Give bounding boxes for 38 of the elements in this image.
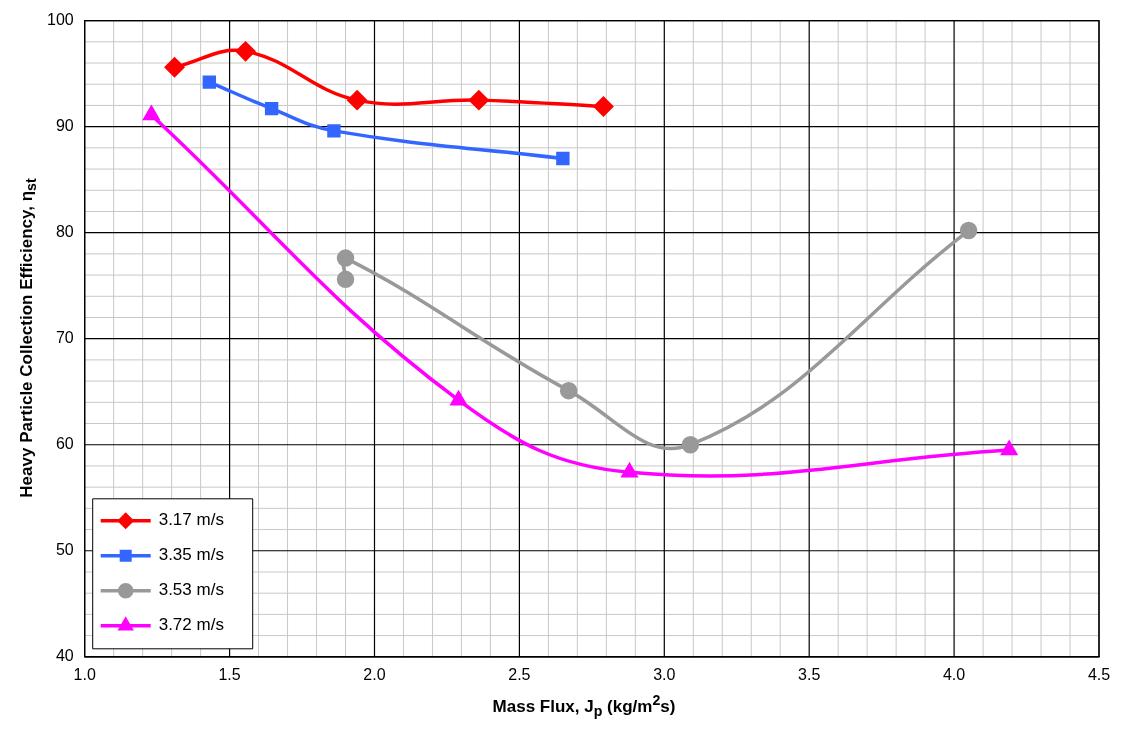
legend-label: 3.72 m/s — [158, 615, 224, 635]
y-tick-label: 60 — [55, 435, 74, 453]
point — [1001, 441, 1017, 456]
point — [264, 101, 279, 116]
point — [559, 381, 578, 400]
point — [164, 57, 185, 78]
y-tick-label: 70 — [55, 329, 74, 347]
point — [336, 270, 355, 289]
legend-label: 3.17 m/s — [158, 510, 224, 530]
point — [336, 249, 355, 267]
x-tick-label: 3.5 — [798, 665, 821, 683]
y-tick-label: 50 — [55, 541, 74, 559]
y-tick-label: 40 — [55, 647, 74, 665]
point — [327, 124, 341, 138]
point — [143, 106, 160, 121]
x-tick-label: 4.0 — [942, 665, 966, 683]
y-tick-label: 100 — [46, 11, 74, 29]
point — [347, 90, 367, 110]
x-tick-label: 1.5 — [218, 665, 241, 683]
point — [959, 221, 978, 240]
point — [620, 461, 639, 478]
x-tick-label: 3.0 — [653, 665, 676, 683]
y-tick-label: 80 — [55, 223, 74, 241]
y-tick-label: 90 — [55, 117, 74, 135]
legend-label: 3.35 m/s — [158, 545, 224, 565]
point — [202, 75, 217, 89]
point — [469, 90, 489, 110]
point — [681, 435, 700, 454]
x-tick-label: 2.0 — [363, 665, 386, 683]
point — [235, 41, 256, 62]
x-axis-title: Mass Flux, J$_{p}$ (kg/m$^{2}$s) — [491, 692, 677, 720]
legend-label: 3.53 m/s — [158, 580, 224, 600]
x-tick-label: 1.0 — [73, 665, 96, 683]
point — [450, 391, 467, 406]
x-tick-label: 4.5 — [1087, 665, 1111, 683]
point — [556, 151, 570, 166]
point — [593, 96, 614, 117]
x-tick-label: 2.5 — [508, 665, 531, 683]
